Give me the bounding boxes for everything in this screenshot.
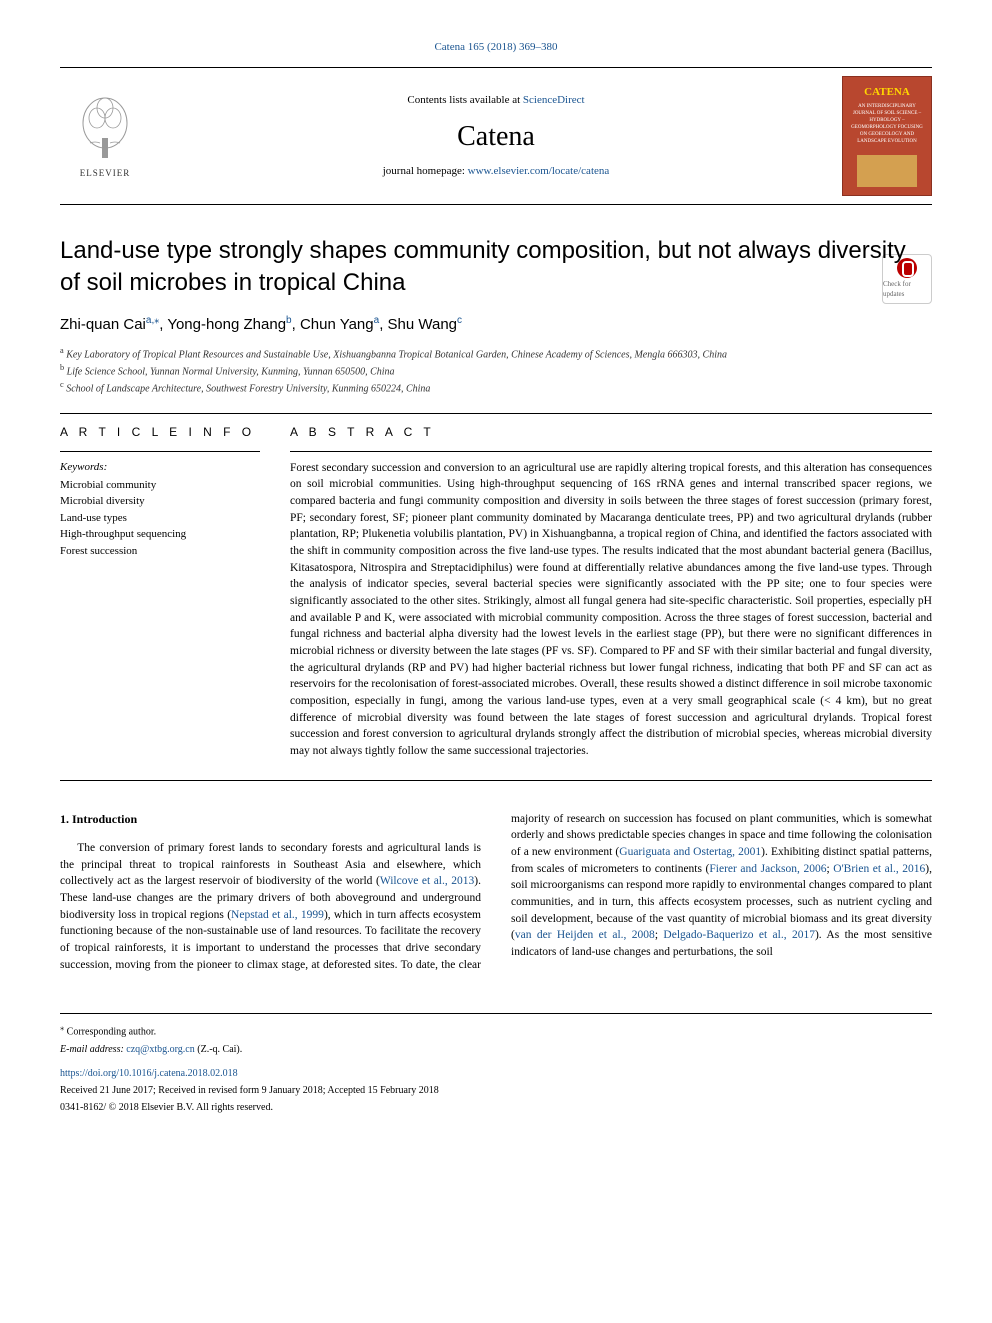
footer: ⁎ Corresponding author. E-mail address: …	[60, 1013, 932, 1114]
cover-subtitle: AN INTERDISCIPLINARY JOURNAL OF SOIL SCI…	[851, 103, 923, 145]
citation-link[interactable]: Delgado-Baquerizo et al., 2017	[663, 929, 815, 941]
citation-link[interactable]: Fierer and Jackson, 2006	[709, 863, 826, 875]
doi-link[interactable]: https://doi.org/10.1016/j.catena.2018.02…	[60, 1068, 238, 1079]
author: Yong-hong Zhangb	[167, 316, 291, 333]
citation-link[interactable]: Nepstad et al., 1999	[231, 909, 324, 921]
cover-title: CATENA	[864, 85, 910, 100]
dates-line: Received 21 June 2017; Received in revis…	[60, 1084, 932, 1098]
contents-available-text: Contents lists available at ScienceDirec…	[150, 93, 842, 108]
affiliation: b Life Science School, Yunnan Normal Uni…	[60, 362, 932, 379]
check-updates-icon	[897, 258, 917, 278]
author: Chun Yanga	[300, 316, 379, 333]
affiliations: a Key Laboratory of Tropical Plant Resou…	[60, 345, 932, 397]
email-line: E-mail address: czq@xtbg.org.cn (Z.-q. C…	[60, 1043, 932, 1057]
author-affil-link[interactable]: c	[457, 315, 462, 326]
article-info-heading: A R T I C L E I N F O	[60, 424, 260, 441]
corresponding-author: ⁎ Corresponding author.	[60, 1022, 932, 1039]
citation-link[interactable]: Guariguata and Ostertag, 2001	[619, 846, 761, 858]
sciencedirect-link[interactable]: ScienceDirect	[523, 94, 585, 106]
copyright-line: 0341-8162/ © 2018 Elsevier B.V. All righ…	[60, 1101, 932, 1115]
journal-citation: Catena 165 (2018) 369–380	[60, 40, 932, 55]
author: Shu Wangc	[388, 316, 463, 333]
author-affil-link[interactable]: b	[286, 315, 292, 326]
authors: Zhi-quan Caia,⁎, Yong-hong Zhangb, Chun …	[60, 314, 932, 335]
keyword: Forest succession	[60, 543, 260, 560]
journal-cover-thumbnail: CATENA AN INTERDISCIPLINARY JOURNAL OF S…	[842, 76, 932, 196]
affiliation: c School of Landscape Architecture, Sout…	[60, 379, 932, 396]
check-updates-label: Check for updates	[883, 280, 931, 300]
cover-image	[857, 155, 917, 188]
homepage-link[interactable]: www.elsevier.com/locate/catena	[468, 165, 610, 177]
journal-homepage: journal homepage: www.elsevier.com/locat…	[150, 164, 842, 179]
keyword: High-throughput sequencing	[60, 526, 260, 543]
author-affil-link[interactable]: a,⁎	[146, 315, 159, 326]
citation-link[interactable]: O'Brien et al., 2016	[833, 863, 925, 875]
article-title: Land-use type strongly shapes community …	[60, 235, 932, 297]
citation-link[interactable]: van der Heijden et al., 2008	[515, 929, 655, 941]
elsevier-label: ELSEVIER	[80, 167, 131, 180]
email-link[interactable]: czq@xtbg.org.cn	[126, 1044, 194, 1055]
journal-name: Catena	[150, 117, 842, 156]
keywords-list: Microbial community Microbial diversity …	[60, 477, 260, 560]
elsevier-tree-icon	[75, 93, 135, 163]
keyword: Land-use types	[60, 510, 260, 527]
affiliation: a Key Laboratory of Tropical Plant Resou…	[60, 345, 932, 362]
header-box: ELSEVIER Contents lists available at Sci…	[60, 67, 932, 205]
citation-link[interactable]: Wilcove et al., 2013	[380, 875, 474, 887]
contents-prefix: Contents lists available at	[407, 94, 522, 106]
doi-line: https://doi.org/10.1016/j.catena.2018.02…	[60, 1067, 932, 1081]
body-paragraph: The conversion of primary forest lands t…	[60, 811, 932, 974]
homepage-prefix: journal homepage:	[383, 165, 468, 177]
keywords-label: Keywords:	[60, 460, 260, 475]
keyword: Microbial diversity	[60, 493, 260, 510]
section-heading: 1. Introduction	[60, 811, 481, 828]
keyword: Microbial community	[60, 477, 260, 494]
abstract-text: Forest secondary succession and conversi…	[290, 460, 932, 760]
elsevier-logo: ELSEVIER	[60, 86, 150, 186]
author-affil-link[interactable]: a	[374, 315, 380, 326]
abstract-heading: A B S T R A C T	[290, 424, 932, 441]
author: Zhi-quan Caia,⁎	[60, 316, 159, 333]
